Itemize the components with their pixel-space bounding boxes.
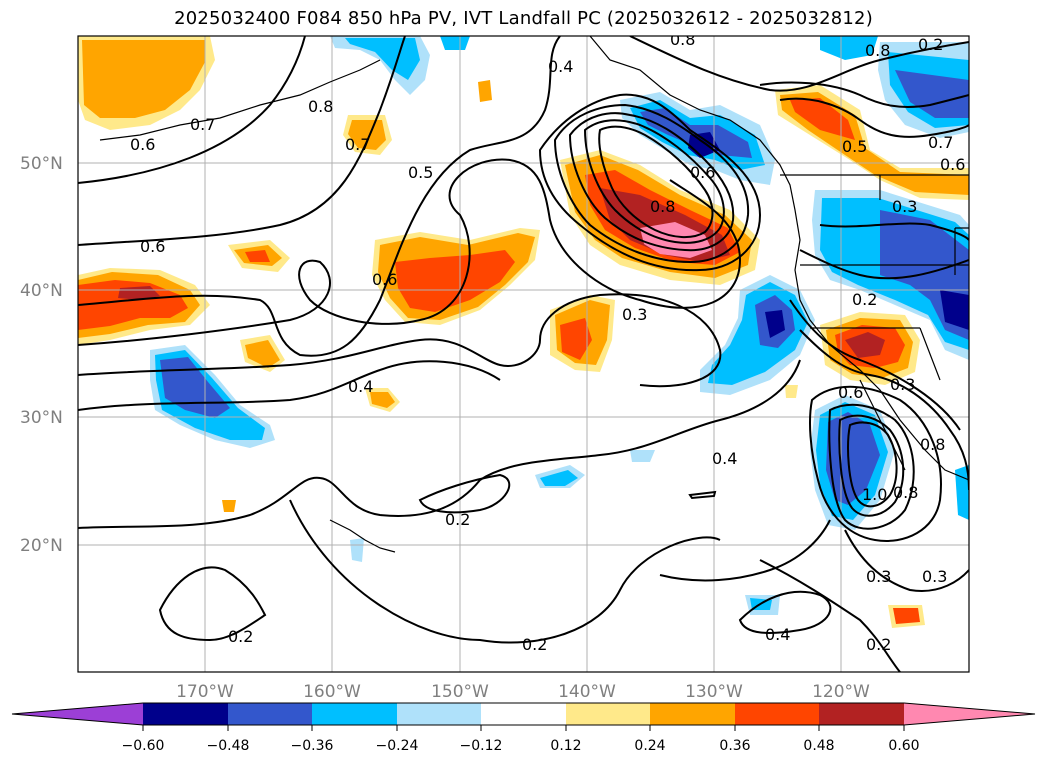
contour-label: 0.6 <box>940 155 965 174</box>
contour-label: 0.3 <box>890 375 915 394</box>
colorbar-tick-label: 0.60 <box>888 738 919 754</box>
longitude-labels: 170°W 160°W 150°W 140°W 130°W 120°W <box>176 682 870 702</box>
lat-label: 50°N <box>20 154 63 174</box>
colorbar-swatch <box>397 703 481 725</box>
contour-label: 0.4 <box>712 449 737 468</box>
contour-label: 0.5 <box>842 137 867 156</box>
lon-label: 140°W <box>558 682 616 702</box>
contour-label: 1.0 <box>862 485 887 504</box>
contour-label: 0.2 <box>522 635 547 654</box>
contour-label: 0.8 <box>650 197 675 216</box>
contour-label: 0.6 <box>838 383 863 402</box>
contour-label: 0.3 <box>622 305 647 324</box>
lat-label: 20°N <box>20 536 63 556</box>
map-title: 2025032400 F084 850 hPa PV, IVT Landfall… <box>174 8 873 29</box>
contour-label: 0.3 <box>892 197 917 216</box>
colorbar-tick-label: −0.60 <box>122 738 165 754</box>
colorbar-tick-label: 0.36 <box>719 738 750 754</box>
contour-label: 0.5 <box>408 163 433 182</box>
lon-label: 160°W <box>303 682 361 702</box>
contour-label: 0.2 <box>445 510 470 529</box>
map-background <box>78 36 969 672</box>
contour-label: 0.4 <box>348 377 373 396</box>
contour-label: 0.2 <box>228 627 253 646</box>
colorbar: −0.60 −0.48 −0.36 −0.24 −0.12 0.12 0.24 … <box>11 702 1036 754</box>
colorbar-extension-max <box>904 703 1035 725</box>
colorbar-tick-label: 0.12 <box>550 738 581 754</box>
contour-label: 0.8 <box>865 41 890 60</box>
lon-label: 130°W <box>685 682 743 702</box>
contour-label: 0.2 <box>866 635 891 654</box>
colorbar-tick-label: −0.12 <box>460 738 503 754</box>
contour-label: 0.7 <box>345 135 370 154</box>
contour-label: 0.3 <box>922 567 947 586</box>
colorbar-tick-label: −0.24 <box>376 738 419 754</box>
colorbar-swatch <box>143 703 228 725</box>
contour-label: 0.4 <box>548 57 573 76</box>
colorbar-tick-label: −0.48 <box>207 738 250 754</box>
colorbar-swatch <box>481 703 566 725</box>
lat-label: 40°N <box>20 281 63 301</box>
contour-label: 0.6 <box>372 270 397 289</box>
map-frame <box>77 35 970 673</box>
contour-label: 0.4 <box>765 625 790 644</box>
lon-label: 120°W <box>812 682 870 702</box>
colorbar-swatch <box>819 703 904 725</box>
contour-label-group: 0.4 0.8 0.7 0.6 0.5 0.6 0.6 0.4 0.3 0.2 … <box>130 30 965 654</box>
contour-label: 0.6 <box>690 163 715 182</box>
contour-label: 0.7 <box>928 133 953 152</box>
colorbar-tick-label: 0.24 <box>634 738 665 754</box>
colorbar-swatch <box>735 703 819 725</box>
latitude-labels: 50°N 40°N 30°N 20°N <box>20 154 63 556</box>
ivt-contours <box>78 36 969 672</box>
contour-label: 0.8 <box>920 435 945 454</box>
contour-label: 0.8 <box>670 30 695 49</box>
contour-label: 0.3 <box>866 567 891 586</box>
colorbar-swatch <box>566 703 650 725</box>
colorbar-tick-label: −0.36 <box>291 738 334 754</box>
graticule <box>78 36 969 672</box>
contour-label: 0.8 <box>308 97 333 116</box>
lon-label: 170°W <box>176 682 234 702</box>
lat-label: 30°N <box>20 408 63 428</box>
contour-label: 0.6 <box>130 135 155 154</box>
contour-label: 0.2 <box>852 290 877 309</box>
colorbar-extension-min <box>12 703 143 725</box>
colorbar-tick-label: 0.48 <box>803 738 834 754</box>
colorbar-swatch <box>228 703 312 725</box>
contour-label: 0.8 <box>893 483 918 502</box>
lon-label: 150°W <box>431 682 489 702</box>
contour-label: 0.7 <box>190 115 215 134</box>
contour-label: 0.2 <box>918 35 943 54</box>
colorbar-ticks <box>142 725 905 731</box>
contour-label: 0.6 <box>140 237 165 256</box>
colorbar-swatch <box>312 703 397 725</box>
colorbar-swatch <box>650 703 735 725</box>
